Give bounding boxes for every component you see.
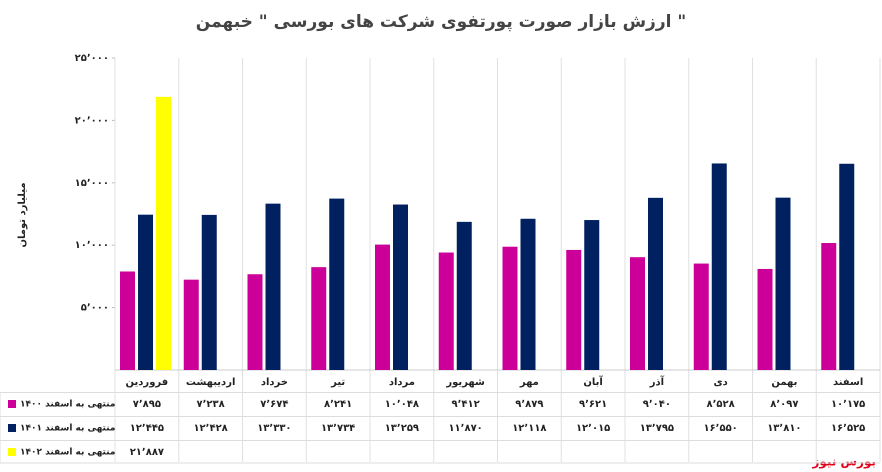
value-label: ۱۳٬۲۵۹: [385, 423, 419, 434]
legend-label: منتهی به اسفند ۱۴۰۲: [20, 448, 115, 458]
value-label: ۸٬۰۹۷: [770, 399, 798, 410]
source: بورس نیوز: [811, 455, 876, 470]
y-tick-label: ۲۵٬۰۰۰: [75, 53, 109, 64]
legend-label: منتهی به اسفند ۱۴۰۱: [20, 424, 115, 434]
bar: [584, 220, 600, 370]
x-tick-label: مرداد: [389, 377, 415, 388]
bar: [775, 197, 791, 370]
bar: [630, 257, 645, 370]
x-tick-label: دی: [713, 377, 727, 388]
bar: [456, 221, 472, 370]
legend-swatch: [8, 424, 16, 432]
bar: [393, 204, 408, 370]
bar: [201, 214, 217, 370]
y-tick-label: ۱۵٬۰۰۰: [75, 178, 109, 189]
bar: [711, 163, 727, 370]
value-label: ۲۱٬۸۸۷: [130, 447, 164, 458]
value-label: ۱۶٬۵۵۰: [703, 423, 737, 434]
value-label: ۱۳٬۷۳۴: [321, 423, 355, 434]
value-label: ۱۶٬۵۲۵: [831, 423, 865, 434]
x-tick-label: آبان: [583, 375, 603, 388]
bar: [311, 267, 327, 370]
value-label: ۱۲٬۰۱۵: [576, 423, 610, 434]
value-label: ۸٬۲۴۱: [324, 399, 352, 410]
x-tick-label: شهریور: [445, 377, 485, 388]
legend-label: منتهی به اسفند ۱۴۰۰: [20, 400, 115, 410]
bar: [329, 198, 345, 370]
x-tick-label: اسفند: [833, 377, 863, 388]
value-label: ۱۰٬۱۷۵: [831, 399, 865, 410]
value-label: ۷٬۲۳۸: [197, 399, 225, 410]
bar: [757, 268, 773, 370]
y-tick-label: ۱۰٬۰۰۰: [75, 240, 109, 251]
x-tick-label: مهر: [519, 377, 539, 388]
bar: [265, 203, 281, 370]
bar: [520, 218, 536, 370]
bar: [156, 96, 171, 370]
bar: [693, 263, 709, 370]
value-label: ۸٬۵۲۸: [707, 399, 735, 410]
y-tick-label: ۵٬۰۰۰: [81, 303, 109, 314]
value-label: ۱۳٬۸۱۰: [767, 423, 801, 434]
bar: [183, 279, 199, 370]
value-label: ۹٬۸۷۹: [515, 399, 543, 410]
x-tick-label: آذر: [649, 375, 665, 388]
value-label: ۱۲٬۴۴۵: [130, 423, 164, 434]
bar: [120, 271, 135, 370]
value-label: ۱۳٬۳۳۰: [257, 423, 291, 434]
value-label: ۹٬۶۲۱: [579, 399, 607, 410]
legend-swatch: [8, 448, 16, 456]
chart-title: ارزش بازار صورت پورتفوی شرکت های بورسی "…: [196, 12, 686, 32]
value-label: ۷٬۸۹۵: [133, 399, 161, 410]
value-label: ۹٬۴۱۲: [452, 399, 480, 410]
bar: [648, 197, 663, 370]
x-tick-label: فروردین: [126, 377, 169, 388]
x-tick-label: تیر: [330, 377, 345, 388]
y-tick-label: ۲۰٬۰۰۰: [75, 115, 109, 126]
value-label: ۹٬۰۴۰: [643, 399, 671, 410]
x-tick-label: اردیبهشت: [186, 377, 236, 388]
bar: [839, 163, 855, 370]
bar: [502, 246, 518, 370]
value-label: ۱۰٬۰۴۸: [385, 399, 419, 410]
bar: [566, 249, 582, 370]
bar: [821, 243, 837, 370]
x-tick-label: بهمن: [771, 377, 797, 388]
value-label: ۱۲٬۱۱۸: [512, 423, 546, 434]
bar: [438, 252, 454, 370]
legend-swatch: [8, 400, 16, 408]
value-label: ۷٬۶۷۴: [260, 399, 288, 410]
value-label: ۱۲٬۴۲۸: [193, 423, 227, 434]
bar: [138, 214, 153, 370]
x-tick-label: خرداد: [261, 377, 288, 388]
y-axis-label: میلیارد تومان: [17, 182, 28, 247]
bar: [247, 274, 263, 370]
bar: [375, 244, 390, 370]
value-label: ۱۳٬۷۹۵: [640, 423, 674, 434]
value-label: ۱۱٬۸۷۰: [448, 423, 482, 434]
